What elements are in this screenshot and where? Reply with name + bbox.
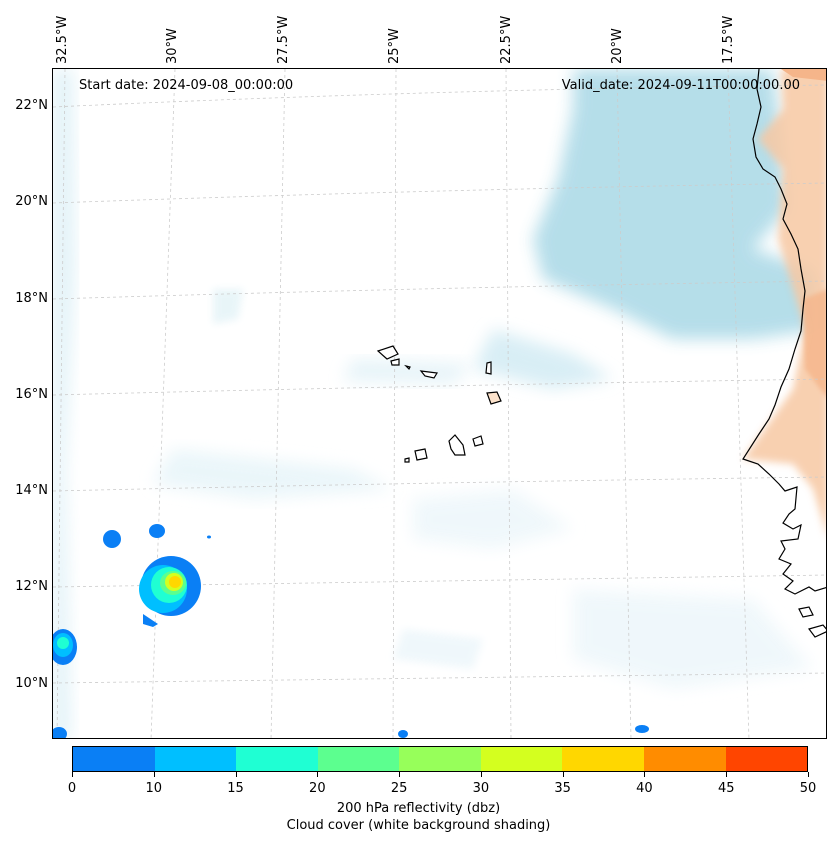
colorbar-segment — [725, 747, 808, 771]
lat-label-16: 16°N — [15, 387, 48, 402]
valid-date-label: Valid_date: 2024-09-11T00:00:00.00 — [561, 78, 800, 93]
colorbar-tickmark — [808, 772, 809, 777]
colorbar-label: 200 hPa reflectivity (dbz) — [336, 801, 501, 816]
colorbar-segment — [317, 747, 400, 771]
lon-label-32-5: 32.5°W — [55, 15, 70, 64]
cloud-cover-shading — [53, 69, 823, 738]
map-panel — [52, 68, 827, 739]
colorbar-tick-label: 25 — [390, 781, 408, 796]
colorbar-tick-label: 20 — [309, 781, 326, 796]
colorbar-segment — [73, 747, 155, 771]
colorbar-tickmark — [153, 772, 155, 777]
colorbar-tick-label: 45 — [717, 781, 735, 796]
colorbar-tickmark — [644, 772, 646, 777]
colorbar-tickmark — [235, 772, 237, 777]
colorbar-tickmark — [72, 772, 73, 777]
lon-label-27-5: 27.5°W — [276, 15, 291, 64]
colorbar-tick-label: 35 — [554, 781, 571, 796]
colorbar-tick-label: 30 — [472, 781, 490, 796]
lon-label-25: 25°W — [387, 28, 402, 64]
lon-label-22-5: 22.5°W — [499, 15, 514, 64]
lon-label-20: 20°W — [610, 28, 625, 64]
colorbar-tick-label: 10 — [145, 781, 163, 796]
reflectivity-contours — [53, 524, 649, 738]
colorbar-tick-label: 15 — [227, 781, 244, 796]
graticule — [53, 69, 826, 738]
colorbar — [72, 746, 808, 772]
colorbar-sublabel: Cloud cover (white background shading) — [286, 818, 551, 833]
map-canvas — [53, 69, 826, 738]
colorbar-tick-label: 40 — [636, 781, 653, 796]
colorbar-tickmark — [726, 772, 728, 777]
land-shading — [743, 69, 826, 533]
colorbar-segment — [480, 747, 563, 771]
colorbar-tickmark — [399, 772, 401, 777]
lat-label-14: 14°N — [15, 483, 48, 498]
storm-cell-small — [149, 524, 165, 538]
lat-label-22: 22°N — [15, 98, 48, 113]
colorbar-segment — [236, 747, 318, 771]
colorbar-tick-label: 50 — [799, 781, 817, 796]
colorbar-segment — [643, 747, 726, 771]
colorbar-tickmark — [562, 772, 564, 777]
colorbar-tick-label: 0 — [67, 781, 77, 796]
lat-label-12: 12°N — [15, 579, 48, 594]
cape-verde-islands — [376, 345, 502, 463]
colorbar-tickmark — [480, 772, 482, 777]
lat-label-20: 20°N — [15, 194, 48, 209]
lon-label-17-5: 17.5°W — [721, 15, 736, 64]
colorbar-segment — [399, 747, 481, 771]
start-date-label: Start date: 2024-09-08_00:00:00 — [79, 78, 294, 93]
lat-label-18: 18°N — [15, 291, 48, 306]
lat-label-10: 10°N — [15, 676, 48, 691]
coastline-africa — [742, 69, 826, 595]
lon-label-30: 30°W — [165, 28, 180, 64]
colorbar-segment — [562, 747, 644, 771]
colorbar-segment — [154, 747, 237, 771]
colorbar-tickmark — [317, 772, 319, 777]
